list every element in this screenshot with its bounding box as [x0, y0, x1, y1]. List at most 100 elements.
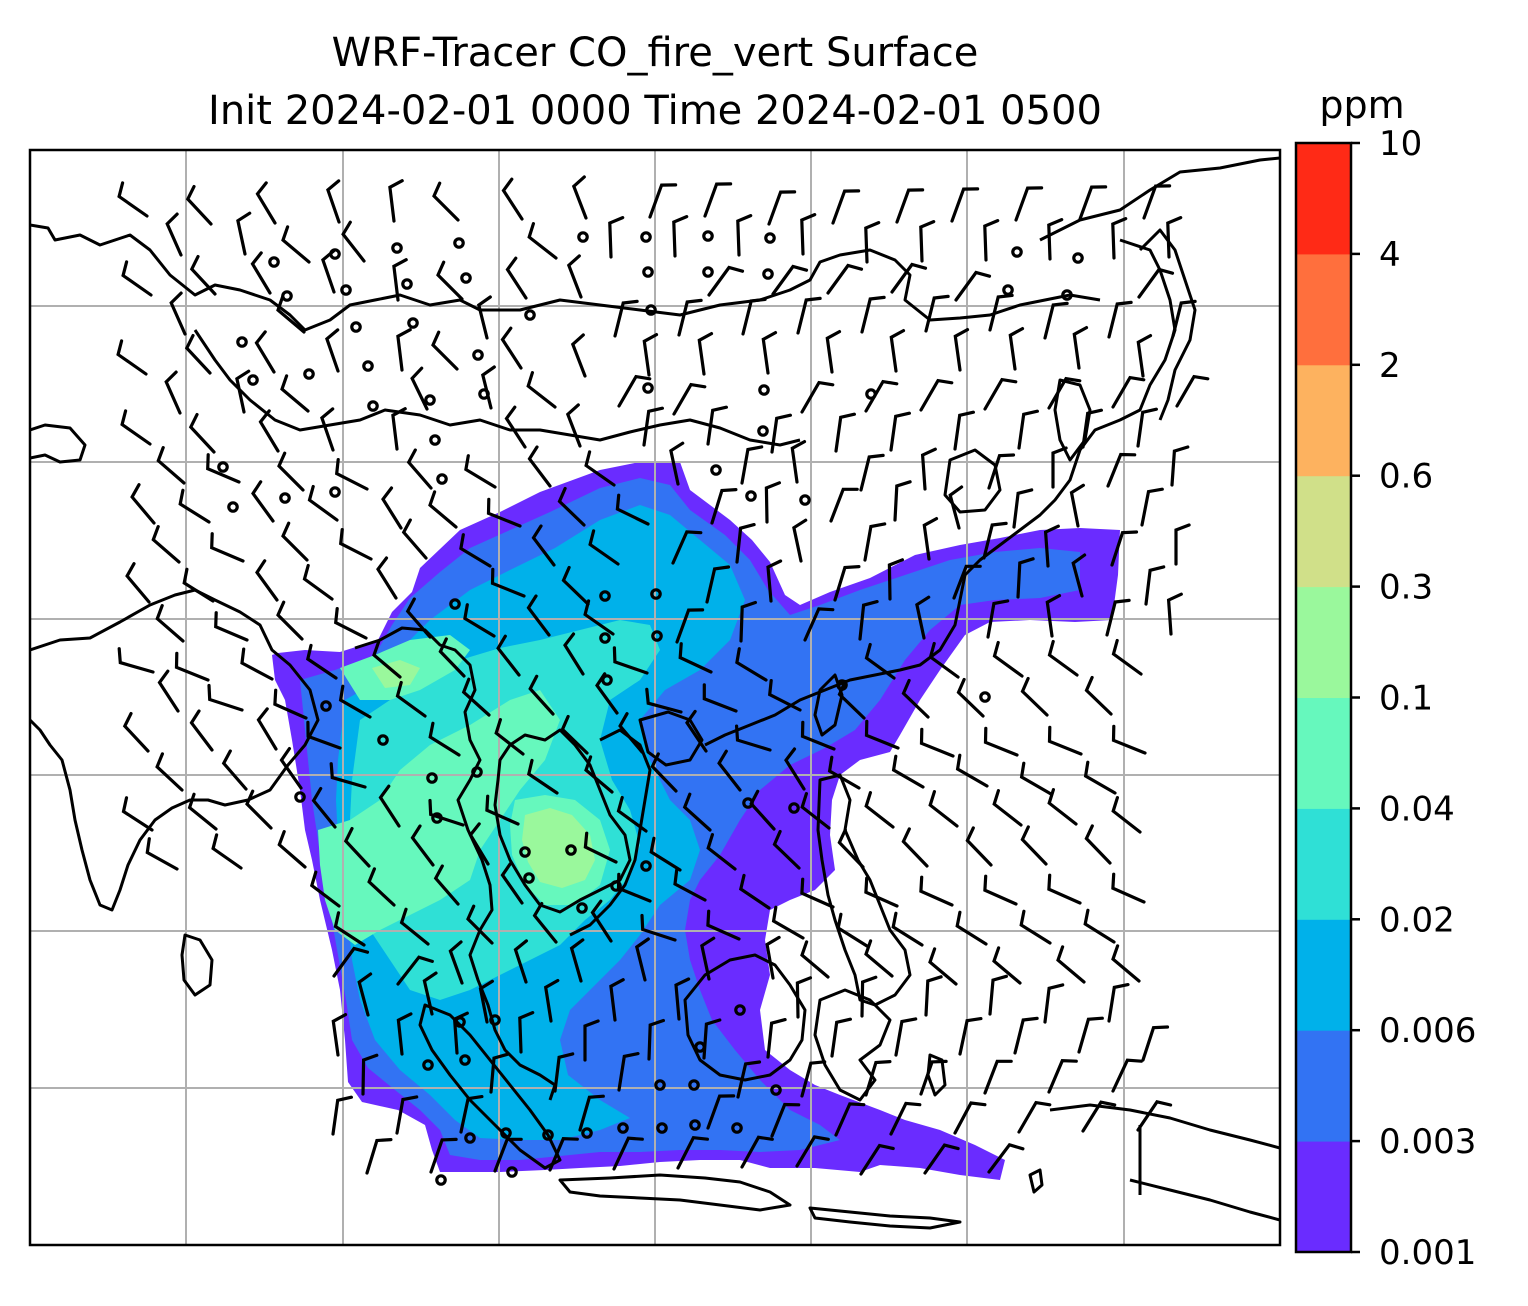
wind-barb-calm [489, 1014, 501, 1026]
coast-arabian-gulf [30, 423, 87, 464]
wind-barb [117, 647, 155, 674]
wind-barb-calm [424, 394, 436, 406]
wind-barb [928, 947, 958, 986]
wind-barb [281, 225, 311, 264]
wind-barb [705, 565, 731, 604]
wind-barb [388, 179, 404, 223]
wind-barb [864, 876, 899, 908]
wind-barb [1019, 909, 1052, 945]
wind-barb [955, 910, 988, 946]
wind-barb [1043, 983, 1065, 1024]
wind-barb-calm [542, 1129, 554, 1141]
wind-barb [954, 270, 992, 302]
wind-barb-calm [745, 490, 757, 502]
wind-barb [891, 754, 925, 789]
wind-barb [671, 530, 703, 565]
wind-barb-calm [350, 321, 362, 333]
wind-barb [645, 687, 683, 714]
wind-barb [372, 640, 402, 679]
wind-barb [642, 406, 664, 447]
wind-barb [189, 709, 214, 752]
wind-barb [717, 749, 742, 792]
wind-barb [281, 521, 309, 562]
wind-barb [864, 1060, 892, 1097]
wind-barb [527, 445, 552, 488]
wind-barb [528, 674, 555, 716]
wind-barb [615, 493, 650, 526]
wind-barb [490, 567, 526, 598]
wind-barb [256, 707, 278, 751]
wind-barb [504, 405, 527, 449]
wind-barb [396, 955, 434, 986]
wind-barb-calm [599, 632, 611, 644]
wind-barb [988, 974, 1008, 1016]
colorbar-tick-label: 0.003 [1379, 1122, 1476, 1162]
wind-barb [526, 758, 559, 795]
coast-taiwan [813, 673, 844, 737]
wind-barb [468, 822, 490, 866]
colorbar-segment [1296, 1030, 1351, 1142]
wind-barb-calm [422, 1059, 434, 1071]
wind-barb [1043, 524, 1060, 568]
wind-barb [1175, 374, 1210, 408]
wind-barb [396, 1012, 413, 1056]
wind-barb [116, 339, 148, 376]
wind-barb [1171, 299, 1197, 338]
wind-barb [901, 678, 930, 719]
wind-barb [121, 796, 154, 832]
wind-barb [1051, 446, 1068, 489]
wind-barb [891, 911, 924, 947]
wind-barb [333, 607, 368, 640]
wind-barb-calm [1072, 252, 1084, 264]
wind-barb [526, 371, 557, 409]
wind-barb [1013, 1016, 1039, 1055]
wind-barb [650, 752, 678, 793]
wind-barb-calm [281, 290, 293, 302]
wind-barb-calm [617, 1122, 629, 1134]
colorbar-tick-label: 4 [1379, 235, 1401, 275]
coast-mongolia [1039, 156, 1280, 242]
wind-barb [784, 747, 806, 791]
wind-barb [429, 1137, 458, 1174]
wind-barb [1170, 445, 1190, 487]
wind-barb [332, 946, 370, 978]
wind-barb [1140, 487, 1164, 527]
wind-barb [531, 524, 556, 567]
wind-barb [1047, 639, 1079, 677]
wind-barb-calm [1011, 246, 1023, 258]
wind-barb [1020, 825, 1048, 866]
wind-barb-calm [689, 1119, 701, 1131]
wind-barb [255, 559, 279, 602]
wind-barb-calm [519, 846, 531, 858]
wind-barb [837, 679, 866, 720]
wind-barb [189, 255, 217, 296]
wind-barb-calm [650, 588, 662, 600]
wind-barb [500, 326, 523, 370]
wind-barb [151, 525, 181, 564]
wind-barb [277, 830, 307, 869]
wind-barb [736, 1060, 762, 1099]
wind-barb [341, 220, 366, 263]
coast-bohai [943, 448, 1002, 514]
wind-barb [174, 651, 210, 682]
wind-barb [329, 762, 367, 789]
wind-barb [376, 556, 398, 600]
colorbar-segment [1296, 919, 1351, 1031]
wind-barb-calm [464, 1132, 476, 1144]
wind-barb-calm [710, 464, 722, 476]
wind-barb [983, 874, 1018, 906]
colorbar-tick-label: 2 [1379, 346, 1401, 386]
wind-barb [740, 445, 764, 485]
wind-barb [790, 440, 807, 484]
wind-barb [584, 450, 616, 487]
wind-barb [1056, 945, 1086, 984]
wind-barb [557, 486, 586, 527]
coast-java [558, 1173, 792, 1212]
wind-barb [669, 441, 685, 486]
wind-barb [121, 260, 153, 297]
wind-barb [826, 263, 864, 295]
wind-barb [825, 330, 842, 374]
colorbar-tick-label: 0.001 [1379, 1233, 1476, 1273]
wind-barb [255, 181, 277, 225]
wind-barb [677, 298, 703, 337]
